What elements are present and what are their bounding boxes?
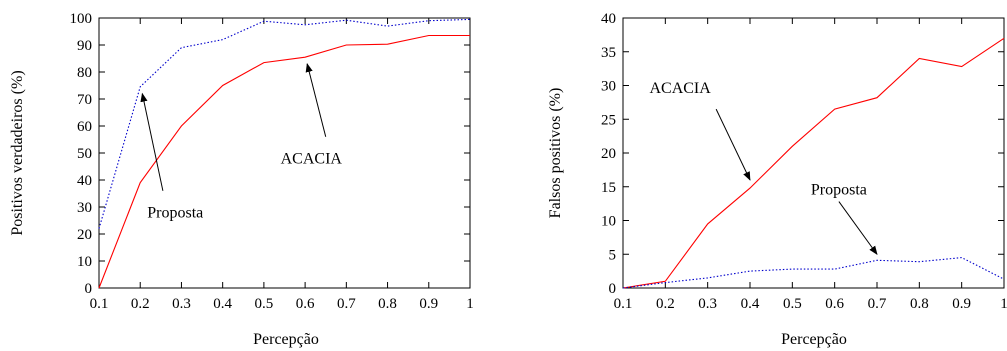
left-annotation-arrow-proposta	[140, 92, 164, 191]
right-x-tick-label: 0.8	[910, 296, 929, 312]
right-series-proposta-line	[622, 257, 1005, 289]
left-y-tick-label: 60	[77, 119, 92, 135]
right-series-acacia-line	[622, 37, 1005, 289]
chart-left: 0.1 0.2 0.3 0.4 0.5 0.6 0.7 0.8 0.9 1010203040506…	[9, 11, 474, 348]
left-x-tick-label: 0.5	[255, 296, 274, 312]
right-x-tick-label: 0.4	[741, 296, 760, 312]
right-x-tick-label: 0.2	[656, 296, 675, 312]
right-annotation-arrow-proposta	[838, 201, 878, 255]
left-y-tick-label: 20	[77, 227, 92, 243]
right-x-axis-label: Percepção	[781, 331, 847, 348]
left-marks: 0.1 0.2 0.3 0.4 0.5 0.6 0.7 0.8 0.9 1010203040506…	[70, 11, 474, 312]
left-annotation-label-acacia: ACACIA	[281, 150, 343, 167]
left-series-acacia-line	[98, 34, 470, 289]
chart-right: 0.1 0.2 0.3 0.4 0.5 0.6 0.7 0.8 0.9 1051015202530…	[547, 11, 1007, 348]
right-plot-frame	[622, 17, 1005, 289]
right-annotation-arrow-acacia	[715, 108, 751, 181]
right-x-tick-label: 0.5	[783, 296, 802, 312]
right-y-axis-label: Falsos positivos (%)	[547, 88, 564, 219]
left-y-tick-label: 80	[77, 65, 92, 81]
right-annotation-label-acacia: ACACIA	[649, 80, 711, 97]
left-annotation-arrow-acacia	[305, 63, 327, 137]
left-y-tick-label: 10	[77, 254, 92, 270]
right-x-tick-label: 0.3	[698, 296, 717, 312]
right-x-tick-label: 0.6	[825, 296, 844, 312]
right-x-tick-label: 0.1	[614, 296, 633, 312]
left-x-tick-label: 0.6	[296, 296, 315, 312]
left-annotation-label-proposta: Proposta	[147, 204, 203, 221]
right-y-tick-label: 20	[601, 146, 616, 162]
left-x-tick-label: 0.8	[378, 296, 397, 312]
right-y-tick-label: 5	[609, 247, 617, 263]
right-y-tick-label: 30	[601, 79, 616, 95]
right-x-tick-label: 1	[1000, 296, 1007, 312]
left-y-tick-label: 50	[77, 146, 92, 162]
left-x-tick-label: 0.1	[90, 296, 109, 312]
right-marks: 0.1 0.2 0.3 0.4 0.5 0.6 0.7 0.8 0.9 1051015202530…	[601, 11, 1007, 312]
left-y-tick-label: 90	[77, 38, 92, 54]
right-annotation-label-proposta: Proposta	[811, 181, 867, 198]
left-x-tick-label: 0.4	[213, 296, 232, 312]
left-y-tick-label: 70	[77, 92, 92, 108]
left-x-tick-label: 0.9	[419, 296, 438, 312]
left-y-tick-label: 0	[85, 281, 93, 297]
left-y-tick-label: 30	[77, 200, 92, 216]
left-x-axis-label: Percepção	[253, 331, 319, 348]
right-y-tick-label: 25	[601, 112, 616, 128]
left-y-axis-label: Positivos verdadeiros (%)	[9, 70, 26, 235]
left-x-tick-label: 0.7	[337, 296, 356, 312]
left-y-tick-label: 100	[70, 11, 93, 27]
right-y-tick-label: 15	[601, 180, 616, 196]
left-x-tick-label: 1	[466, 296, 474, 312]
right-y-tick-label: 10	[601, 214, 616, 230]
left-x-tick-label: 0.2	[131, 296, 150, 312]
left-y-tick-label: 40	[77, 173, 92, 189]
right-y-tick-label: 0	[609, 281, 617, 297]
right-x-tick-label: 0.7	[868, 296, 887, 312]
left-x-tick-label: 0.3	[172, 296, 191, 312]
right-y-tick-label: 35	[601, 45, 616, 61]
right-y-tick-label: 40	[601, 11, 616, 27]
left-series-proposta-line	[98, 18, 471, 229]
right-x-tick-label: 0.9	[952, 296, 971, 312]
